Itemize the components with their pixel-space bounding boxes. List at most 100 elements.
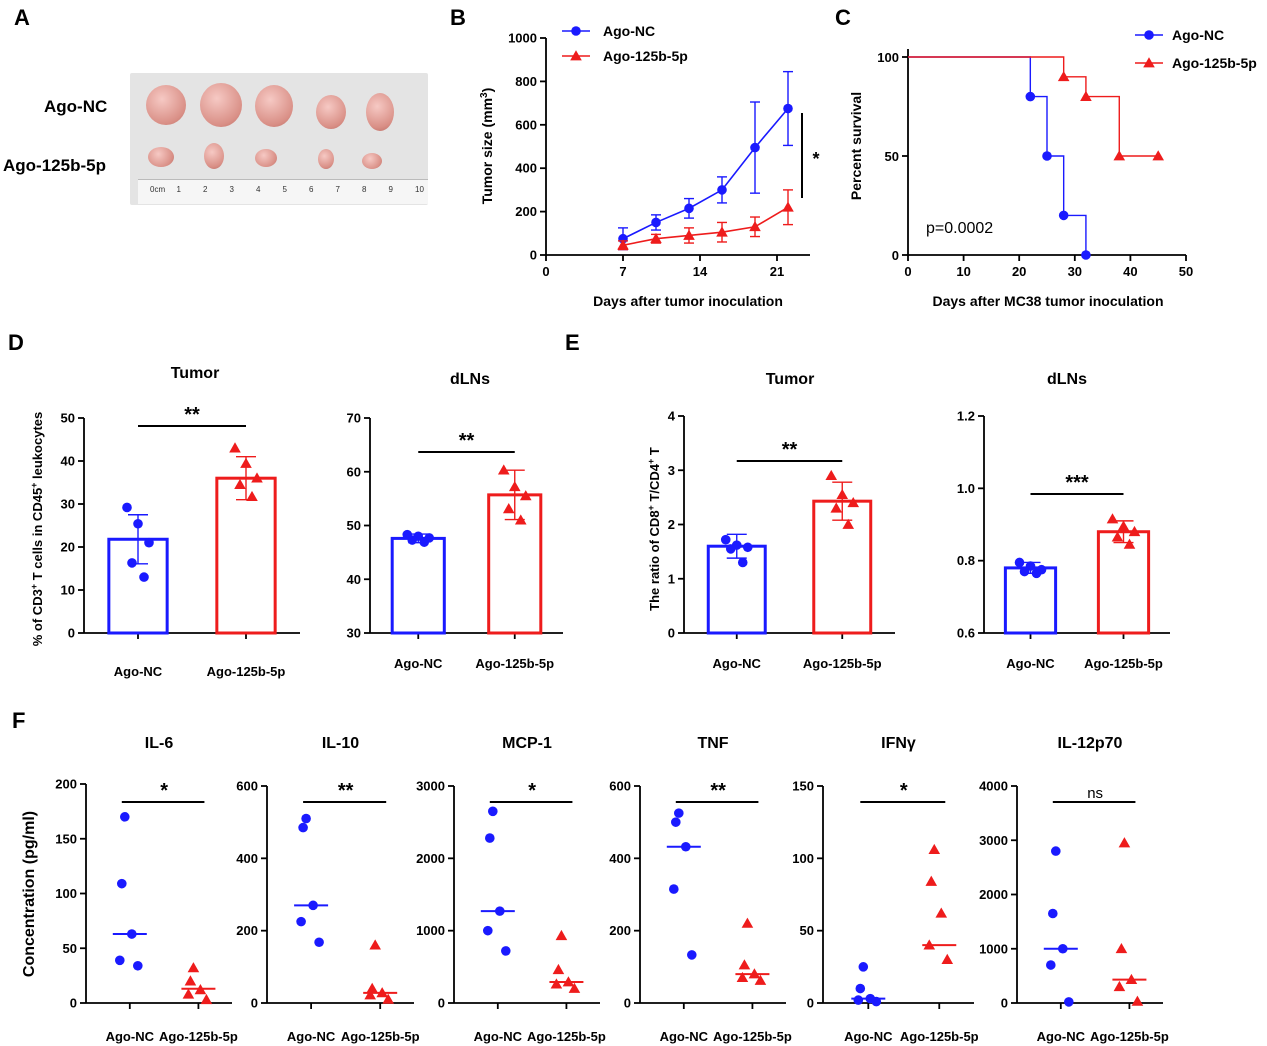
chart-f3-data-point — [483, 925, 493, 936]
tumor-nc-2 — [200, 83, 242, 127]
tumor-t-1 — [148, 147, 174, 167]
chart-b-legend-label: Ago-125b-5p — [603, 48, 688, 64]
chart-f4-data-point — [736, 971, 749, 983]
chart-e2-data-point — [1014, 557, 1025, 568]
chart-d1-data-point — [139, 572, 149, 582]
chart-e2-category-label: Ago-125b-5p — [1084, 656, 1163, 671]
chart-f2-y-tick-label: 600 — [236, 779, 258, 794]
chart-d1-y-tick-label: 40 — [61, 454, 75, 469]
chart-d2-category-label: Ago-NC — [394, 656, 443, 671]
chart-f3-data-point — [501, 946, 511, 956]
chart-e2-significance: *** — [1065, 472, 1089, 494]
chart-f2-data-point — [298, 822, 308, 833]
chart-f1-data-point — [120, 812, 130, 822]
chart-b-y-tick-label: 400 — [515, 161, 537, 176]
chart-e2-data-point — [1128, 525, 1141, 537]
chart-e1-significance: ** — [782, 439, 798, 461]
chart-f3-significance: * — [528, 780, 536, 802]
chart-e1-category-label: Ago-NC — [713, 656, 762, 671]
chart-d1-y-tick-label: 20 — [61, 540, 75, 555]
chart-e2-y-tick-label: 0.6 — [957, 626, 975, 641]
chart-d1-y-tick-label: 30 — [61, 497, 75, 512]
chart-e2-data-point — [1117, 520, 1130, 531]
chart-f4-data-point — [687, 950, 697, 960]
chart-f1-y-tick-label: 100 — [55, 886, 77, 901]
chart-b-y-tick-label: 200 — [515, 204, 537, 219]
ruler-tick-label: 4 — [256, 185, 261, 194]
chart-b-y-tick-label: 1000 — [508, 31, 537, 46]
row-label-ago-nc: Ago-NC — [44, 97, 108, 116]
chart-f4-y-tick-label: 600 — [609, 779, 631, 794]
chart-f3-data-point — [568, 982, 581, 993]
panel-letter-e: E — [565, 330, 580, 355]
chart-e2-title: dLNs — [1047, 371, 1087, 388]
chart-c-point — [1058, 210, 1069, 221]
chart-d2-y-tick-label: 40 — [347, 572, 361, 587]
chart-d2-data-point — [514, 514, 527, 525]
chart-d2-data-point — [502, 503, 515, 514]
chart-e1-data-point — [742, 542, 753, 553]
chart-f1-y-tick-label: 50 — [63, 941, 77, 956]
chart-c-x-label: Days after MC38 tumor inoculation — [932, 293, 1163, 309]
chart-f3-data-point — [555, 929, 568, 941]
ruler-tick-label: 1 — [176, 185, 181, 194]
chart-c-point — [1057, 71, 1070, 82]
chart-c-legend-label: Ago-NC — [1172, 27, 1224, 43]
chart-f4-data-point — [738, 959, 751, 970]
chart-e1-y-tick-label: 2 — [668, 517, 675, 532]
chart-e1-category-label: Ago-125b-5p — [803, 656, 882, 671]
chart-f1-category-label: Ago-NC — [106, 1029, 155, 1044]
tumor-nc-5 — [366, 93, 394, 131]
chart-f3-title: MCP-1 — [502, 735, 552, 752]
chart-d2-title: dLNs — [450, 371, 490, 388]
chart-e1-data-point — [847, 497, 860, 508]
chart-f3-data-point — [485, 833, 495, 843]
panel-letter-a: A — [14, 5, 30, 30]
ruler: 0cm 1 2 3 4 5 6 7 8 9 10 — [138, 179, 428, 204]
chart-f1-y-tick-label: 0 — [70, 996, 77, 1011]
ruler-tick-label: 7 — [335, 185, 340, 194]
chart-b-legend-label: Ago-NC — [603, 23, 655, 39]
tumor-t-2 — [204, 143, 224, 169]
chart-f4-significance: ** — [710, 780, 726, 802]
chart-b-point — [783, 103, 793, 114]
chart-f4-category-label: Ago-125b-5p — [713, 1029, 792, 1044]
chart-e1-data-point — [830, 502, 843, 513]
chart-c-x-tick-label: 40 — [1123, 264, 1137, 279]
chart-f1-significance: * — [160, 780, 168, 802]
chart-b-point — [617, 239, 629, 250]
chart-f3-category-label: Ago-NC — [474, 1029, 523, 1044]
chart-d2-y-tick-label: 50 — [347, 518, 361, 533]
chart-d2-data-point — [508, 481, 521, 492]
chart-f5-y-tick-label: 50 — [800, 923, 814, 938]
row-label-ago-125b: Ago-125b-5p — [3, 156, 106, 175]
chart-f5-data-point — [928, 843, 941, 855]
chart-b-x-tick-label: 14 — [693, 264, 708, 279]
chart-d1-y-tick-label: 0 — [68, 626, 75, 641]
chart-b-point — [651, 217, 661, 228]
chart-e1-y-tick-label: 3 — [668, 463, 675, 478]
chart-e-y-label: The ratio of CD8+ T/CD4+ T — [646, 447, 662, 611]
chart-e2-y-tick-label: 0.8 — [957, 553, 975, 568]
chart-f6-data-point — [1048, 908, 1058, 919]
chart-f5-data-point — [853, 995, 864, 1005]
tumor-nc-1 — [146, 85, 186, 125]
chart-f4-title: TNF — [697, 735, 728, 752]
chart-b-x-label: Days after tumor inoculation — [593, 293, 783, 309]
chart-b-x-tick-label: 21 — [770, 264, 784, 279]
chart-e2-y-tick-label: 1.2 — [957, 409, 975, 424]
chart-d1-data-point — [229, 442, 241, 453]
chart-d2-significance: ** — [459, 430, 475, 452]
chart-f1-data-point — [184, 975, 197, 986]
chart-f2-y-tick-label: 400 — [236, 851, 258, 866]
chart-e1-data-point — [720, 534, 731, 545]
chart-d1-data-point — [246, 490, 258, 502]
chart-d1-y-tick-label: 10 — [61, 583, 75, 598]
chart-d1-data-point — [251, 472, 263, 483]
chart-d2-data-point — [407, 535, 418, 545]
chart-e1-data-point — [725, 544, 736, 554]
chart-c-survival-curve — [908, 56, 1159, 157]
chart-e1-bar — [706, 544, 767, 635]
chart-b-point — [749, 220, 761, 232]
chart-f2-data-point — [369, 939, 381, 950]
